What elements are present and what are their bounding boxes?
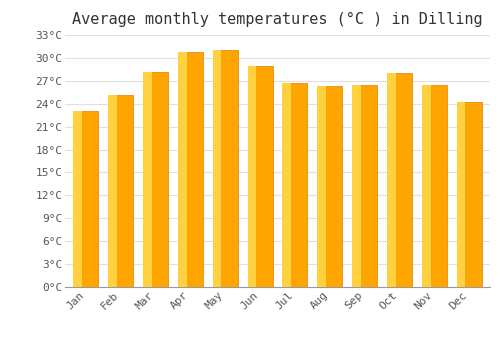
- Bar: [387, 73, 396, 287]
- Bar: [143, 72, 152, 287]
- Bar: [108, 94, 134, 287]
- Bar: [178, 52, 203, 287]
- Bar: [248, 65, 256, 287]
- Bar: [143, 72, 168, 287]
- Bar: [387, 73, 412, 287]
- Bar: [248, 65, 272, 287]
- Bar: [74, 111, 98, 287]
- Bar: [74, 111, 82, 287]
- Bar: [212, 50, 238, 287]
- Title: Average monthly temperatures (°C ) in Dilling: Average monthly temperatures (°C ) in Di…: [72, 12, 483, 27]
- Bar: [178, 52, 186, 287]
- Bar: [212, 50, 222, 287]
- Bar: [317, 86, 342, 287]
- Bar: [352, 85, 377, 287]
- Bar: [108, 94, 117, 287]
- Bar: [422, 85, 447, 287]
- Bar: [456, 102, 481, 287]
- Bar: [282, 83, 308, 287]
- Bar: [352, 85, 361, 287]
- Bar: [317, 86, 326, 287]
- Bar: [456, 102, 466, 287]
- Bar: [422, 85, 430, 287]
- Bar: [282, 83, 291, 287]
